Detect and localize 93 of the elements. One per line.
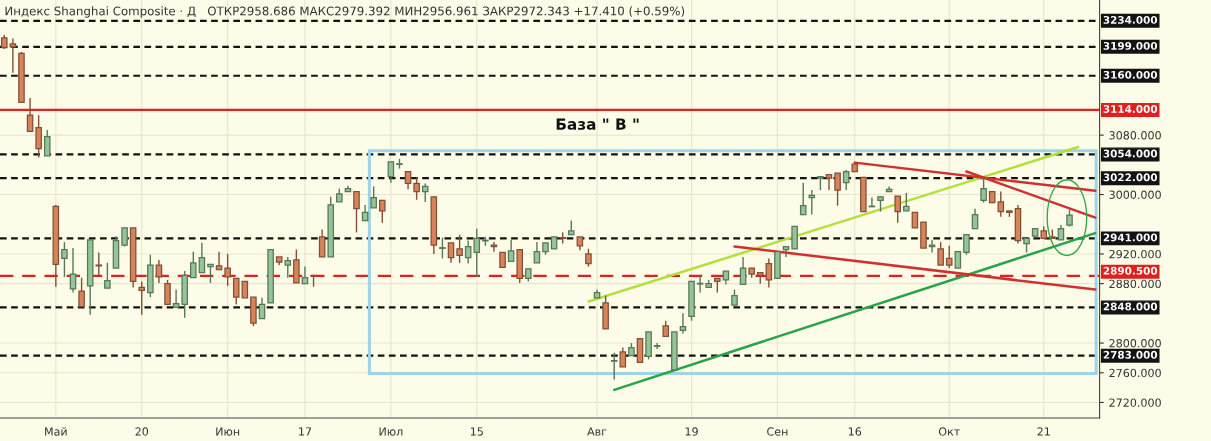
candlestick: [447, 242, 455, 264]
ref-line-label: 2848.000: [1103, 302, 1158, 311]
ref-line-label: 3022.000: [1103, 173, 1158, 182]
candlestick: [696, 274, 704, 294]
candlestick: [834, 172, 841, 207]
candlestick: [765, 257, 773, 289]
candlestick: [61, 241, 68, 278]
y-tick-label: 3000.000: [1109, 190, 1161, 199]
ref-line-label: 2941.000: [1103, 233, 1158, 242]
candlestick: [782, 245, 790, 258]
candlestick: [636, 337, 644, 364]
candlestick: [207, 263, 214, 284]
ref-line-label: 2783.000: [1103, 350, 1158, 359]
candlestick: [387, 161, 395, 184]
y-tick-label: 2920.000: [1109, 249, 1161, 259]
candlestick: [533, 241, 541, 264]
candlestick: [353, 190, 360, 234]
candlestick: [164, 279, 171, 306]
y-tick-label: 2880.000: [1109, 279, 1161, 289]
ref-line-label: 3054.000: [1103, 149, 1158, 158]
candlestick: [490, 241, 498, 253]
y-tick-label: 2760.000: [1109, 368, 1161, 378]
x-tick-label: 20: [135, 427, 149, 436]
x-tick-label: Авг: [587, 427, 607, 436]
x-tick-label: Сен: [767, 427, 788, 436]
candlestick: [189, 251, 197, 279]
ref-line-label: 3160.000: [1103, 70, 1158, 79]
candlestick: [95, 251, 103, 278]
candlestick: [739, 256, 747, 286]
y-tick-label: 3080.000: [1109, 131, 1161, 140]
candlestick: [104, 262, 111, 289]
ref-line-label: 2890.500: [1103, 266, 1158, 275]
chart-subtitle: ОТКР2958.686 МАКС2979.392 МИН2956.961 ЗАКР2972.343 +17.410 (+0.59%): [207, 6, 685, 17]
candlestick: [928, 239, 936, 254]
x-tick-label: 15: [470, 427, 483, 436]
x-tick-label: 16: [848, 427, 862, 436]
candlestick: [868, 196, 876, 208]
x-tick-label: 17: [299, 427, 312, 436]
candlestick: [619, 346, 627, 368]
candlestick: [791, 225, 798, 250]
candlestick: [971, 207, 979, 230]
candlestick: [172, 288, 180, 309]
candlestick: [198, 242, 206, 274]
candlestick: [842, 169, 850, 191]
candlestick: [610, 352, 618, 381]
candlestick: [43, 129, 51, 157]
candlestick: [473, 228, 481, 278]
candlestick: [456, 233, 463, 264]
candlestick: [138, 280, 146, 316]
x-tick-label: Июн: [216, 427, 240, 436]
candlestick: [653, 342, 661, 350]
candlestick: [26, 97, 34, 133]
candlestick: [224, 253, 231, 287]
candlestick: [121, 227, 128, 248]
y-tick-label: 2800.000: [1109, 339, 1161, 348]
candlestick: [945, 245, 953, 269]
candlestick: [9, 37, 17, 74]
x-tick-label: 19: [685, 427, 698, 436]
candlestick: [679, 312, 687, 335]
candlestick: [370, 185, 377, 209]
candlestick: [980, 176, 987, 204]
x-tick-label: Окт: [938, 427, 960, 436]
candlestick: [894, 195, 901, 224]
ref-line-label: 3234.000: [1103, 15, 1158, 24]
candlestick: [69, 247, 77, 294]
candlestick: [825, 173, 833, 191]
candlestick: [507, 239, 515, 263]
candlestick: [318, 228, 326, 258]
candlestick: [378, 199, 386, 224]
text: Индекс Shanghai Composite · Д: [5, 6, 196, 18]
x-tick-label: Июл: [379, 427, 403, 436]
candlestick: [284, 256, 292, 279]
candlestick: [439, 236, 446, 260]
candlestick: [293, 248, 300, 284]
ref-line-label: 3199.000: [1103, 41, 1158, 50]
candlestick: [799, 181, 807, 216]
candlestick: [421, 182, 429, 203]
candlestick: [215, 251, 223, 271]
candlestick: [413, 176, 420, 201]
candlestick: [963, 233, 970, 256]
x-tick-label: Май: [45, 427, 67, 436]
annotation: База " В ": [556, 118, 639, 130]
x-tick-label: 21: [1037, 427, 1050, 436]
candlestick: [232, 277, 240, 306]
candlestick: [937, 241, 944, 266]
candlestick: [35, 114, 42, 159]
candlestick: [808, 189, 816, 216]
candlestick: [78, 277, 85, 308]
y-tick-label: 2720.000: [1109, 398, 1161, 407]
candlestick: [464, 239, 472, 265]
candlestick: [155, 259, 163, 284]
candlestick: [258, 297, 266, 320]
ref-line-label: 3114.000: [1103, 105, 1158, 113]
